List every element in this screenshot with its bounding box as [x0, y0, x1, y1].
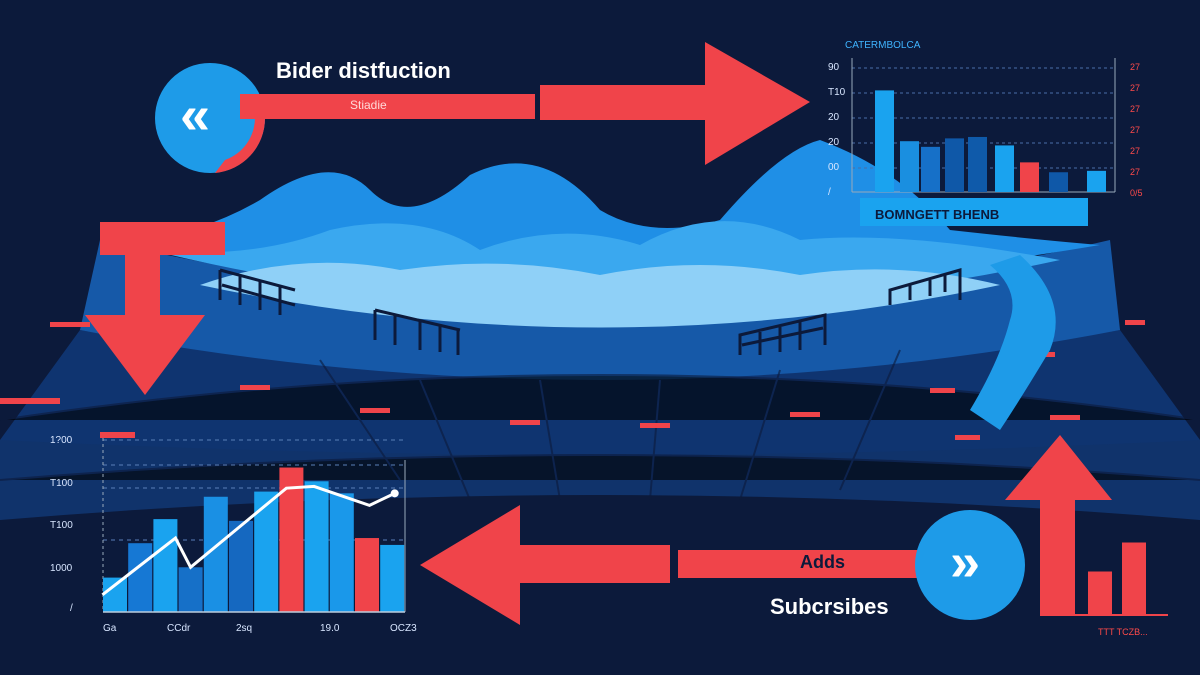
- double-chevron-left-icon: «: [180, 85, 211, 145]
- up-arrow: [1005, 435, 1112, 615]
- bar: [875, 90, 894, 192]
- y-tick-label: 20: [828, 112, 840, 123]
- y-tick-label: 20: [828, 137, 840, 148]
- bar: [229, 520, 253, 612]
- top-chart-title: CATERMBOLCA: [845, 40, 921, 51]
- y-tick-label-right: 27: [1130, 146, 1141, 156]
- y-tick-label: T10: [828, 87, 846, 98]
- bar: [968, 136, 987, 192]
- y-tick-label: /: [828, 187, 831, 198]
- x-tick-label: CCdr: [167, 623, 191, 634]
- pitch-surface: [200, 262, 1000, 328]
- right-circle-button: [915, 510, 1025, 620]
- bar: [254, 491, 279, 612]
- bar: [355, 538, 379, 612]
- bar: [900, 141, 919, 192]
- bar: [178, 567, 203, 612]
- y-tick-label: 1000: [50, 563, 73, 574]
- bottom-chart: [101, 438, 406, 613]
- line-endpoint: [390, 489, 399, 498]
- y-tick-label-right: 27: [1130, 62, 1141, 72]
- bar: [1122, 542, 1146, 615]
- x-tick-label: 19.0: [320, 623, 340, 634]
- y-tick-label: 1?00: [50, 435, 73, 446]
- red-label-bar: [240, 94, 535, 119]
- curved-blue-arrow: [970, 255, 1056, 430]
- bar: [945, 138, 964, 192]
- y-tick-label: 90: [828, 62, 840, 73]
- bar: [1049, 172, 1068, 192]
- bar: [1087, 170, 1106, 192]
- top-chart-subtitle: BOMNGETT BHENB: [875, 207, 1000, 222]
- page-title: Bider distfuction: [276, 58, 451, 83]
- fences: [218, 268, 962, 355]
- bar: [995, 145, 1014, 192]
- subscribers-label: Subcrsibes: [770, 594, 889, 619]
- x-tick-label: OCZ3: [390, 623, 417, 634]
- bottom-right-caption: TTT TCZB...: [1098, 627, 1148, 637]
- y-tick-label: 00: [828, 162, 840, 173]
- bottom-right-chart: [1040, 542, 1168, 616]
- trend-line: [101, 484, 396, 596]
- bar: [1020, 162, 1039, 192]
- left-arrow: [420, 505, 670, 625]
- bar: [1088, 571, 1112, 615]
- y-tick-label: T100: [50, 520, 73, 531]
- circle-red-arc: [215, 118, 266, 173]
- bar: [128, 543, 153, 612]
- x-tick-label: 2sq: [236, 623, 253, 634]
- y-tick-label-right: 27: [1130, 167, 1141, 177]
- adds-label: Adds: [800, 552, 845, 572]
- y-tick-label-right: 27: [1130, 125, 1141, 135]
- down-arrow: [85, 222, 225, 395]
- x-tick-label: Ga: [103, 623, 117, 634]
- red-dashes: [0, 320, 1145, 440]
- y-tick-label-right: 0/5: [1130, 188, 1143, 198]
- bar: [304, 481, 329, 612]
- y-tick-label: /: [70, 603, 73, 614]
- y-tick-label-right: 27: [1130, 104, 1141, 114]
- red-bar-label: Stiadie: [350, 98, 387, 112]
- y-tick-label-right: 27: [1130, 83, 1141, 93]
- double-chevron-right-icon: »: [950, 532, 981, 592]
- bar: [380, 544, 405, 612]
- top-chart: [851, 58, 1116, 226]
- bar: [329, 493, 354, 612]
- left-circle-button: [155, 63, 265, 173]
- bar: [103, 577, 127, 612]
- adds-bar: [678, 550, 940, 578]
- y-tick-label: T100: [50, 478, 73, 489]
- bar: [921, 146, 940, 192]
- subtitle-panel: [860, 198, 1088, 226]
- bar: [153, 519, 178, 612]
- right-arrow: [540, 42, 810, 165]
